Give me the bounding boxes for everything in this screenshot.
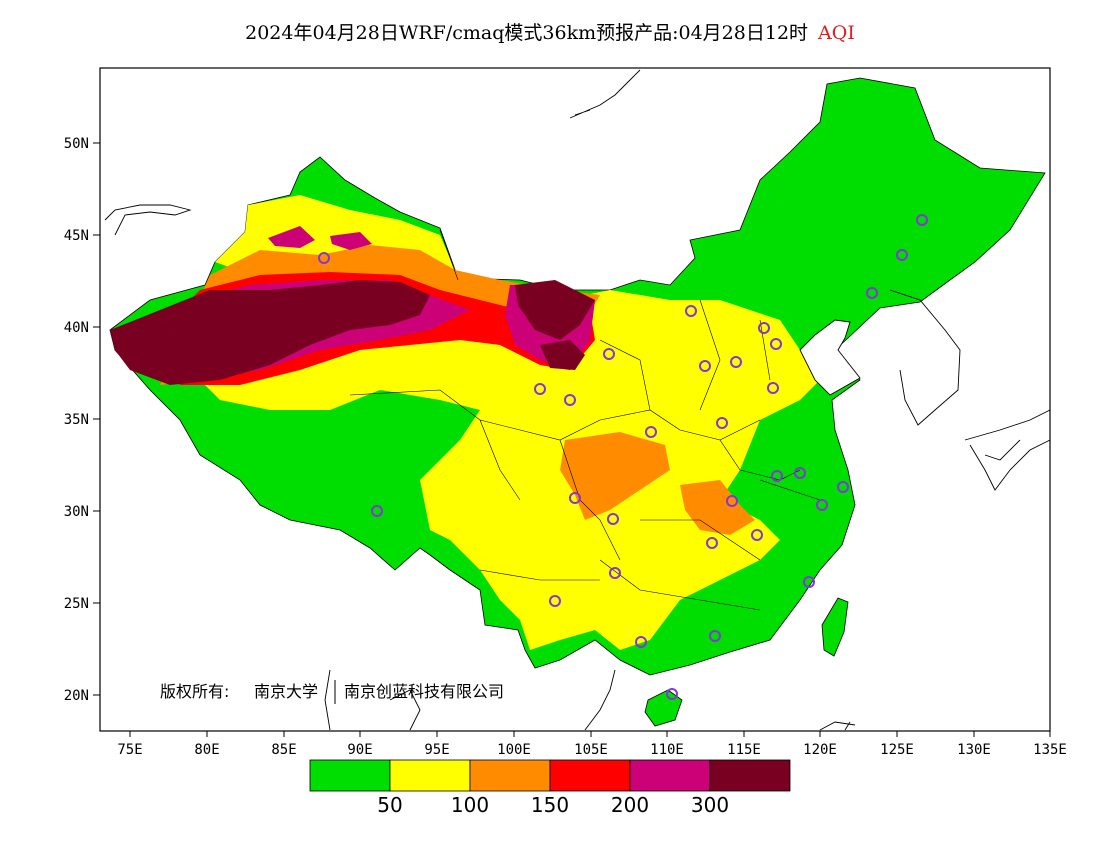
legend-break: 50 <box>377 793 402 817</box>
station-marker <box>866 287 878 299</box>
station-marker <box>666 688 678 700</box>
legend-swatch <box>469 759 551 792</box>
station-marker <box>751 529 763 541</box>
lat-label: 40N <box>64 320 89 336</box>
caspian-coast <box>104 204 192 236</box>
provincial-boundaries <box>349 229 821 611</box>
lon-label: 100E <box>497 742 531 758</box>
map-content <box>104 69 1050 731</box>
lon-label: 75E <box>117 742 142 758</box>
station-marker <box>816 499 828 511</box>
station-marker <box>699 360 711 372</box>
station-marker <box>318 252 330 264</box>
station-marker <box>726 495 738 507</box>
station-marker <box>709 630 721 642</box>
aqi-zone-darkred-alxa <box>515 280 595 340</box>
title-main: 2024年04月28日WRF/cmaq模式36km预报产品:04月28日12时 <box>245 22 809 44</box>
station-marker <box>607 513 619 525</box>
lon-label: 90E <box>347 742 372 758</box>
map-frame <box>99 67 1051 732</box>
lon-label: 125E <box>880 742 914 758</box>
lon-label: 135E <box>1033 742 1067 758</box>
station-marker <box>767 382 779 394</box>
indochina-coast <box>324 669 856 731</box>
station-marker <box>635 636 647 648</box>
station-marker <box>794 467 806 479</box>
station-marker <box>758 322 770 334</box>
station-marker <box>706 537 718 549</box>
lon-label: 115E <box>727 742 761 758</box>
aqi-zone-orange-hunan <box>680 480 755 535</box>
lon-label: 95E <box>424 742 449 758</box>
aqi-zone-darkred-ordos <box>540 340 585 370</box>
legend-break: 150 <box>531 793 569 817</box>
lat-label: 20N <box>64 688 89 704</box>
lat-label: 45N <box>64 228 89 244</box>
station-marker <box>371 505 383 517</box>
station-marker <box>534 383 546 395</box>
station-marker <box>603 348 615 360</box>
baikal-coast <box>569 69 641 119</box>
aqi-zone-darkred-tarim <box>110 280 430 385</box>
lon-label: 120E <box>803 742 837 758</box>
station-marker <box>609 567 621 579</box>
lon-label: 110E <box>650 742 684 758</box>
title-variable: AQI <box>818 22 855 44</box>
station-marker <box>549 595 561 607</box>
station-marker <box>685 305 697 317</box>
aqi-zone-orange-sichuan <box>560 432 670 520</box>
lat-label: 25N <box>64 596 89 612</box>
map-title: 2024年04月28日WRF/cmaq模式36km预报产品:04月28日12时 A… <box>0 18 1100 45</box>
lon-label: 130E <box>957 742 991 758</box>
bohai-sea <box>799 319 861 396</box>
legend-swatch <box>389 759 471 792</box>
aqi-zone-magenta-dzungaria <box>268 226 372 250</box>
station-marker <box>803 576 815 588</box>
lat-label: 35N <box>64 412 89 428</box>
legend-swatch <box>709 759 791 792</box>
lon-label: 85E <box>271 742 296 758</box>
station-marker <box>716 417 728 429</box>
station-marker <box>645 426 657 438</box>
taiwan-island <box>821 597 849 657</box>
legend-break: 100 <box>451 793 489 817</box>
station-marker <box>916 214 928 226</box>
lon-label: 105E <box>574 742 608 758</box>
station-marker <box>771 470 783 482</box>
lon-axis <box>129 731 1051 737</box>
station-marker <box>770 338 782 350</box>
station-marker <box>564 394 576 406</box>
station-markers <box>318 214 928 700</box>
copyright-prefix: 版权所有: <box>160 682 229 701</box>
station-marker <box>730 356 742 368</box>
aqi-zone-yellow-central <box>190 290 830 650</box>
korea-japan-coast <box>889 289 1050 491</box>
station-marker <box>569 492 581 504</box>
legend-swatch <box>549 759 631 792</box>
legend-break: 300 <box>691 793 729 817</box>
legend-break: 200 <box>611 793 649 817</box>
lon-label: 80E <box>194 742 219 758</box>
lat-label: 30N <box>64 504 89 520</box>
station-marker <box>896 249 908 261</box>
legend-colorbar <box>309 759 791 792</box>
lat-axis <box>93 142 100 696</box>
copyright-owner-2: 南京创蓝科技有限公司 <box>344 682 504 701</box>
lat-label: 50N <box>64 136 89 152</box>
legend-swatch <box>629 759 711 792</box>
legend-swatch <box>309 759 391 792</box>
station-marker <box>837 481 849 493</box>
copyright-owner-1: 南京大学 <box>254 682 318 701</box>
